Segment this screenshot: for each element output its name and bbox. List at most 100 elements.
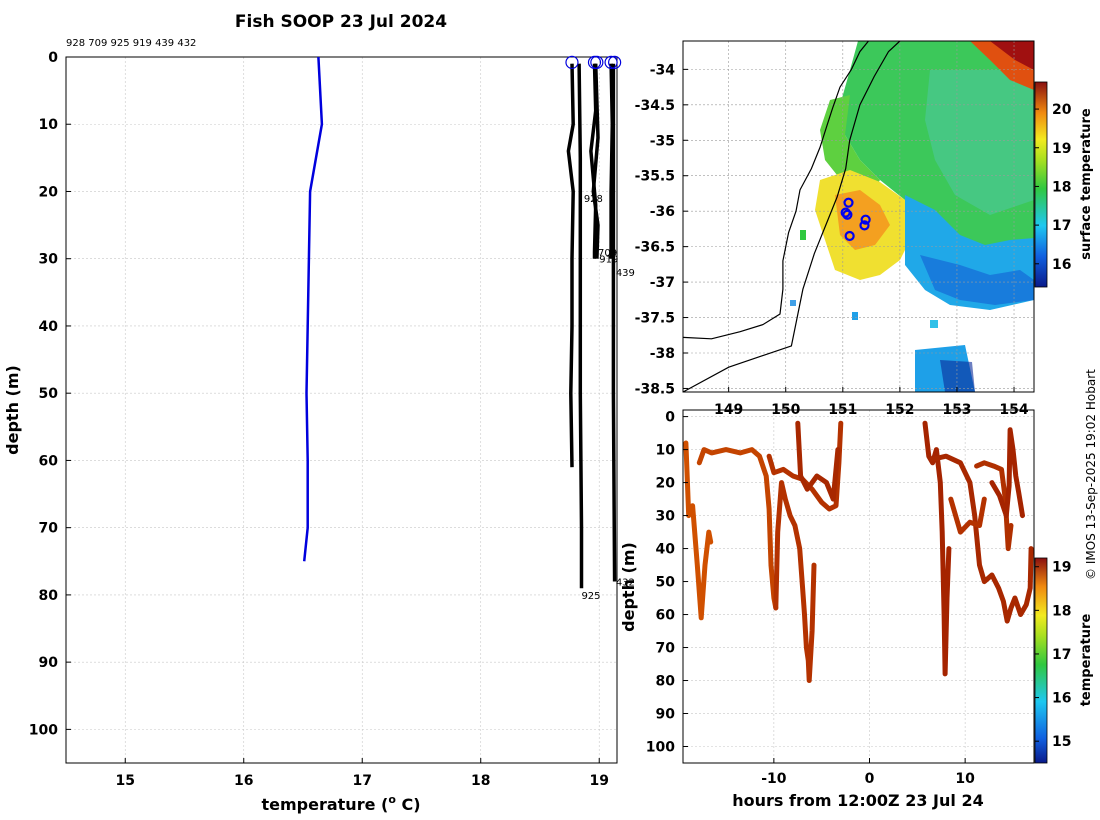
watermark: © IMOS 13-Sep-2025 19:02 Hobart — [1084, 369, 1098, 580]
profile-y-tick-label: 0 — [48, 50, 58, 66]
map-stations — [840, 197, 871, 242]
depthtime-track — [974, 460, 1014, 552]
map-y-tick-label: -34 — [650, 62, 676, 78]
map-colorbar-tick-label: 16 — [1052, 257, 1071, 273]
profile-y-tick-label: 100 — [29, 722, 58, 738]
profile-y-tick-label: 80 — [39, 588, 59, 604]
map-station-marker — [860, 214, 871, 225]
depthtime-track — [766, 420, 844, 512]
map-y-tick-label: -35 — [650, 133, 675, 149]
depthtime-x-tick-label: 0 — [865, 771, 875, 787]
map-colorbar-tick-label: 18 — [1052, 179, 1071, 195]
depthtime-colorbar-tick-label: 17 — [1052, 647, 1071, 663]
depthtime-y-tick-label: 60 — [656, 608, 676, 624]
depthtime-track — [773, 480, 817, 683]
map-station-marker — [842, 209, 853, 220]
profile-ids-header: 928 709 925 919 439 432 — [66, 38, 196, 49]
profile-y-tick-label: 10 — [39, 117, 59, 133]
figure-title: Fish SOOP 23 Jul 2024 — [235, 12, 447, 32]
profile-xlabel: temperature (o C) — [261, 793, 420, 814]
depthtime-track — [683, 440, 714, 621]
map-y-tick-label: -37.5 — [635, 311, 675, 327]
depthtime-colorbar-tick-label: 18 — [1052, 603, 1071, 619]
profile-surface-marker — [565, 55, 579, 69]
map-grid — [683, 41, 1034, 392]
map-colorbar — [1034, 81, 1048, 288]
profile-y-tick-label: 60 — [39, 453, 59, 469]
map-colorbar-tick-label: 20 — [1052, 102, 1072, 118]
depthtime-track — [795, 420, 841, 502]
map-axes-frame — [682, 40, 1035, 393]
depthtime-track — [929, 453, 1034, 624]
depthtime-x-tick-label: -10 — [761, 771, 787, 787]
profile-line-432 — [611, 63, 617, 582]
profile-y-tick-label: 20 — [39, 184, 59, 200]
depthtime-ylabel: depth (m) — [619, 542, 638, 632]
map-shelf-edge — [683, 41, 901, 392]
map-colorbar-label: surface temperature — [1079, 108, 1094, 260]
map-coastline — [683, 41, 869, 340]
profile-id-label: 432 — [616, 577, 635, 588]
depthtime-y-tick-label: 40 — [656, 542, 676, 558]
profile-surface-marker — [608, 55, 622, 69]
profile-axes-frame — [65, 56, 618, 764]
depthtime-y-tick-label: 20 — [656, 476, 676, 492]
profile-line-925 — [577, 63, 584, 589]
depthtime-xlabel: hours from 12:00Z 23 Jul 24 — [732, 791, 983, 810]
depthtime-axes-frame — [682, 409, 1035, 764]
profile-y-tick-label: 30 — [39, 252, 59, 268]
depthtime-track — [989, 427, 1025, 519]
profile-id-label: 928 — [584, 194, 603, 205]
depthtime-y-tick-label: 100 — [646, 740, 675, 756]
profile-id-label: 925 — [581, 591, 600, 602]
profile-x-tick-label: 17 — [352, 773, 371, 789]
depthtime-y-tick-label: 70 — [656, 641, 676, 657]
profile-series — [302, 55, 622, 589]
depthtime-colorbar-label: temperature — [1079, 614, 1094, 707]
depthtime-y-tick-label: 90 — [656, 707, 676, 723]
depthtime-colorbar-tick-label: 15 — [1052, 734, 1071, 750]
depthtime-colorbar-tick-label: 16 — [1052, 691, 1071, 707]
profile-grid — [66, 56, 617, 763]
profile-y-tick-label: 90 — [39, 655, 59, 671]
profile-y-tick-label: 40 — [39, 319, 59, 335]
map-y-tick-label: -37 — [650, 275, 675, 291]
depthtime-x-tick-label: 10 — [955, 771, 975, 787]
depthtime-colorbar — [1034, 557, 1048, 764]
depthtime-y-tick-label: 0 — [665, 410, 675, 426]
depthtime-y-tick-label: 30 — [656, 509, 676, 525]
profile-line-928 — [566, 63, 575, 468]
profile-y-tick-label: 70 — [39, 521, 59, 537]
profile-surface-marker — [590, 55, 604, 69]
map-sst-field — [790, 41, 1034, 392]
depthtime-track — [948, 496, 987, 535]
profile-id-label: 709 — [598, 248, 617, 259]
depthtime-y-tick-label: 10 — [656, 443, 676, 459]
profile-surface-marker — [604, 55, 618, 69]
map-station-marker — [844, 230, 855, 242]
profile-line-919 — [591, 63, 600, 259]
profile-ylabel: depth (m) — [3, 365, 22, 455]
profile-ticks: 15 16 17 18 19 0 10 20 30 40 50 60 70 80 90 100 — [29, 50, 609, 789]
map-y-tick-label: -38 — [650, 346, 675, 362]
profile-x-tick-label: 18 — [471, 773, 490, 789]
profile-y-tick-label: 50 — [39, 386, 59, 402]
map-colorbar-tick-label: 19 — [1052, 141, 1071, 157]
depthtime-track — [696, 447, 779, 611]
map-y-tick-label: -36 — [650, 204, 675, 220]
map-colorbar-tick-label: 17 — [1052, 218, 1071, 234]
map-station-marker — [859, 220, 870, 231]
map-y-tick-label: -38.5 — [635, 381, 675, 397]
depthtime-colorbar-ticks: 15 16 17 18 19 — [1035, 560, 1071, 750]
profile-id-label: 439 — [616, 268, 635, 279]
depthtime-tracks — [683, 420, 1034, 683]
profile-x-tick-label: 15 — [116, 773, 135, 789]
profile-line-reference — [302, 56, 324, 562]
depthtime-colorbar-tick-label: 19 — [1052, 560, 1071, 576]
depthtime-y-tick-label: 80 — [656, 674, 676, 690]
map-colorbar-ticks: 16 17 18 19 20 — [1035, 102, 1072, 273]
map-y-tick-label: -34.5 — [635, 98, 675, 114]
depthtime-y-tick-label: 50 — [656, 575, 676, 591]
